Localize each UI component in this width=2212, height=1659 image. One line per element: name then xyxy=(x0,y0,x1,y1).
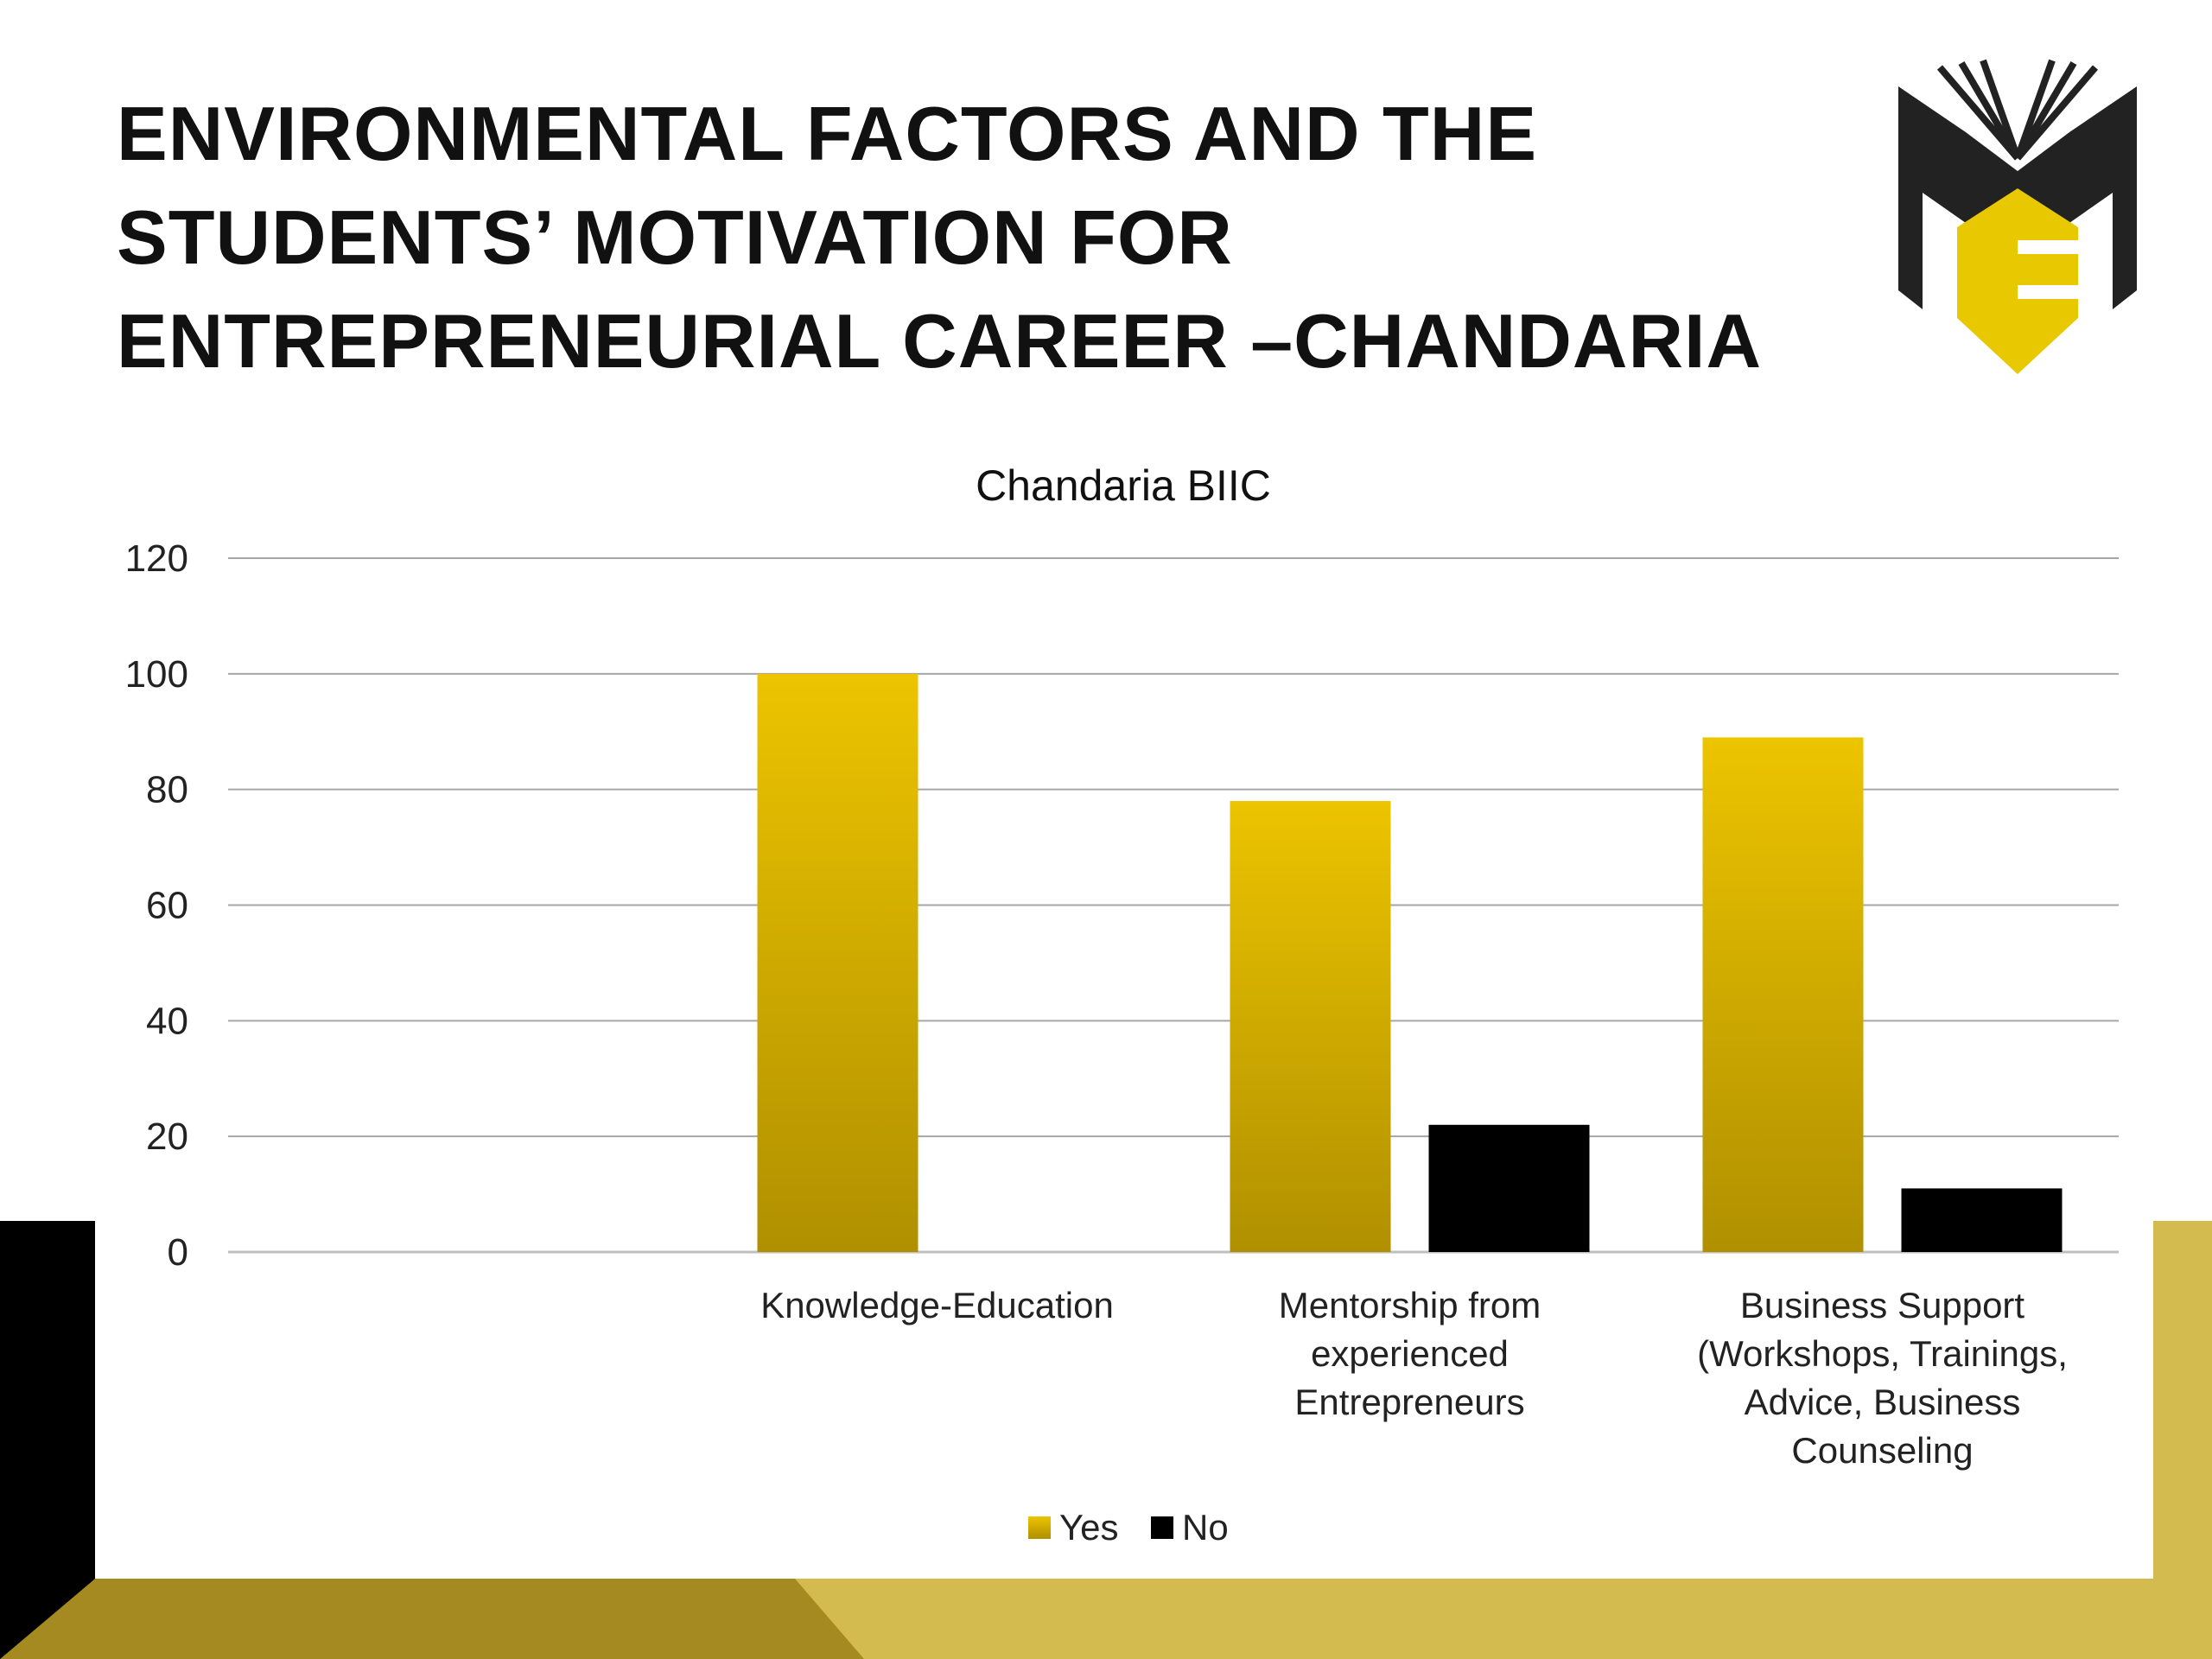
y-tick-label: 0 xyxy=(168,1231,188,1274)
y-tick-label: 60 xyxy=(146,885,188,927)
category-label: Entrepreneurs xyxy=(1294,1382,1524,1422)
category-label: Mentorship from xyxy=(1279,1285,1541,1325)
bar-no-3 xyxy=(1901,1188,2063,1252)
category-label: Knowledge-Education xyxy=(760,1285,1114,1325)
y-tick-label: 100 xyxy=(125,653,188,696)
category-label: Business Support xyxy=(1740,1285,2025,1325)
y-tick-label: 20 xyxy=(146,1116,188,1158)
chart-title: Chandaria BIIC xyxy=(976,461,1271,510)
slide-title-line: STUDENTS’ MOTIVATION FOR xyxy=(117,194,1233,280)
legend: Yes No xyxy=(1028,1507,1229,1548)
logo-e-shield xyxy=(1957,188,2078,374)
y-tick-label: 40 xyxy=(146,1000,188,1042)
category-label: (Workshops, Trainings, xyxy=(1697,1333,2068,1374)
y-tick-label: 120 xyxy=(125,537,188,580)
slide-title: ENVIRONMENTAL FACTORS AND THE STUDENTS’ … xyxy=(117,82,1845,393)
bar-yes-3 xyxy=(1702,737,1864,1252)
slide-title-line: ENVIRONMENTAL FACTORS AND THE xyxy=(117,91,1538,176)
bottom-dark-gold-band xyxy=(0,1579,864,1659)
bottom-left-corner xyxy=(0,1579,95,1659)
legend-swatch-no xyxy=(1151,1516,1173,1539)
category-label: Counseling xyxy=(1791,1430,1973,1471)
logo-e-gap-bottom xyxy=(2018,285,2078,299)
bottom-light-gold-band xyxy=(778,1579,2212,1659)
bars xyxy=(757,673,2063,1252)
legend-label-yes: Yes xyxy=(1059,1507,1119,1548)
bar-yes-2 xyxy=(1230,801,1391,1252)
legend-swatch-yes xyxy=(1028,1516,1051,1539)
logo-book-rays xyxy=(1936,59,2099,161)
bar-yes-1 xyxy=(757,673,918,1252)
y-axis-ticks: 0 20 40 60 80 100 120 xyxy=(125,537,188,1274)
y-tick-label: 80 xyxy=(146,769,188,811)
bar-no-2 xyxy=(1428,1124,1590,1252)
logo-e-gap-top xyxy=(2018,240,2078,254)
me-book-logo xyxy=(1898,59,2137,374)
category-label: experienced xyxy=(1311,1333,1509,1374)
category-labels: Knowledge-Education Mentorship from experi… xyxy=(760,1285,2068,1471)
legend-label-no: No xyxy=(1182,1507,1229,1548)
category-label: Advice, Business xyxy=(1745,1382,2021,1422)
slide-title-line: ENTREPRENEURIAL CAREER –CHANDARIA xyxy=(117,298,1762,384)
